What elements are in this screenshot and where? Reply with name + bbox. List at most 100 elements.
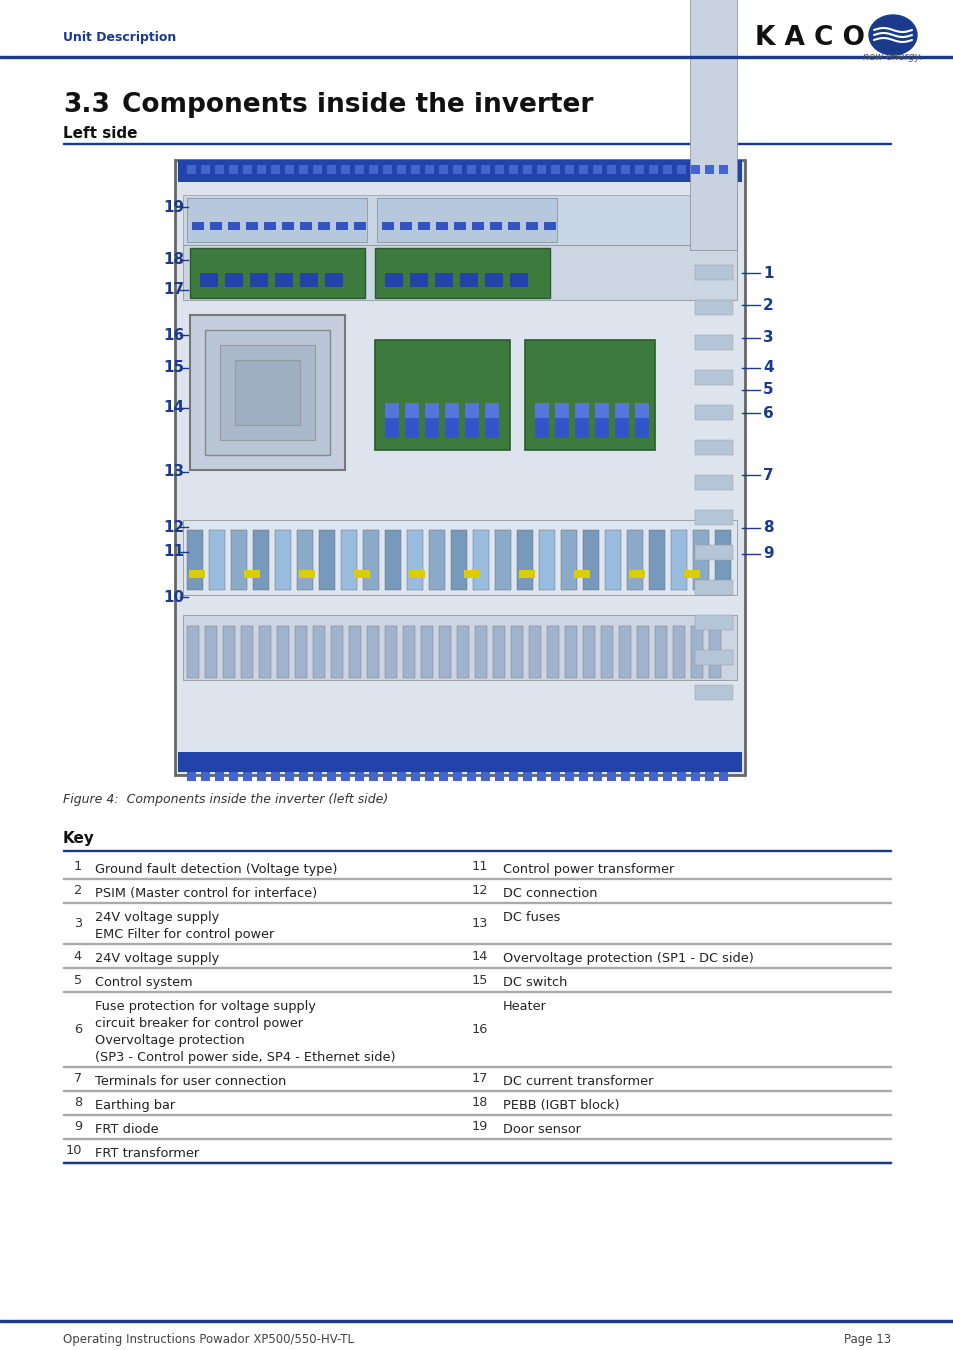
Text: 2: 2 <box>73 884 82 898</box>
Bar <box>178 161 741 182</box>
Text: Terminals for user connection: Terminals for user connection <box>95 1075 286 1088</box>
Bar <box>600 626 613 678</box>
Bar <box>690 772 700 782</box>
Bar <box>327 165 335 174</box>
Bar <box>205 329 330 455</box>
Bar <box>183 244 737 300</box>
Bar <box>438 626 451 678</box>
Bar <box>578 165 587 174</box>
Bar <box>429 531 444 590</box>
Text: 15: 15 <box>471 973 488 987</box>
Bar <box>410 273 428 288</box>
Text: 18: 18 <box>163 252 184 267</box>
Text: Overvoltage protection (SP1 - DC side): Overvoltage protection (SP1 - DC side) <box>502 952 753 965</box>
Bar <box>564 772 574 782</box>
Bar <box>354 221 366 230</box>
Bar <box>517 531 533 590</box>
Bar <box>424 404 438 418</box>
Bar <box>274 273 293 288</box>
Bar <box>411 772 419 782</box>
Bar <box>271 165 280 174</box>
Bar <box>331 626 343 678</box>
Bar <box>454 221 465 230</box>
Bar <box>63 849 890 850</box>
Bar <box>244 570 260 578</box>
Bar <box>695 684 732 701</box>
Bar <box>535 404 548 418</box>
Bar <box>317 221 330 230</box>
Bar <box>453 165 461 174</box>
Bar <box>655 626 666 678</box>
Bar <box>250 273 268 288</box>
Text: 4: 4 <box>762 360 773 375</box>
Text: 10: 10 <box>163 590 184 605</box>
Bar <box>555 404 568 418</box>
Bar <box>369 772 377 782</box>
Text: 11: 11 <box>163 544 184 559</box>
Bar <box>190 248 365 298</box>
Bar <box>537 772 545 782</box>
Bar <box>285 165 294 174</box>
Bar <box>183 520 737 595</box>
Text: circuit breaker for control power: circuit breaker for control power <box>95 1017 303 1030</box>
Text: DC switch: DC switch <box>502 976 567 990</box>
Bar <box>695 370 732 385</box>
Bar <box>282 221 294 230</box>
Bar <box>298 772 308 782</box>
Bar <box>299 273 317 288</box>
Bar <box>209 531 225 590</box>
Bar <box>385 531 400 590</box>
Bar <box>438 772 448 782</box>
Bar <box>189 570 205 578</box>
Bar <box>375 248 550 298</box>
Bar <box>327 772 335 782</box>
Bar <box>354 570 370 578</box>
Bar <box>294 626 307 678</box>
Bar <box>424 772 434 782</box>
Bar <box>367 626 378 678</box>
Bar <box>564 626 577 678</box>
Bar <box>546 626 558 678</box>
Bar <box>677 772 685 782</box>
Bar <box>214 772 224 782</box>
Bar <box>264 221 275 230</box>
Bar <box>708 626 720 678</box>
Text: FRT diode: FRT diode <box>95 1123 158 1135</box>
Bar <box>405 418 418 437</box>
Text: Key: Key <box>63 830 94 845</box>
Bar <box>256 772 266 782</box>
Bar <box>385 626 396 678</box>
Bar <box>187 198 367 242</box>
Bar <box>464 404 478 418</box>
Bar <box>472 221 483 230</box>
Bar <box>369 165 377 174</box>
Text: PEBB (IGBT block): PEBB (IGBT block) <box>502 1099 619 1112</box>
Bar <box>200 273 218 288</box>
Bar <box>382 165 392 174</box>
Bar <box>214 165 224 174</box>
Bar <box>349 626 360 678</box>
Bar <box>480 165 490 174</box>
Bar <box>628 570 644 578</box>
Bar <box>274 531 291 590</box>
Bar <box>719 772 727 782</box>
Bar <box>0 55 953 58</box>
Text: 2: 2 <box>762 297 773 312</box>
Bar <box>438 165 448 174</box>
Bar <box>0 1319 953 1322</box>
Bar <box>464 418 478 437</box>
Bar <box>695 475 732 490</box>
Bar <box>205 626 216 678</box>
Bar <box>174 161 744 775</box>
Bar <box>417 221 430 230</box>
Bar <box>402 626 415 678</box>
Bar <box>178 752 741 772</box>
Text: K A C O: K A C O <box>754 26 864 51</box>
Bar <box>695 649 732 666</box>
Bar <box>190 315 345 470</box>
Bar <box>229 772 237 782</box>
Text: 16: 16 <box>163 328 184 343</box>
Bar <box>593 165 601 174</box>
Bar <box>551 165 559 174</box>
Bar <box>340 165 350 174</box>
